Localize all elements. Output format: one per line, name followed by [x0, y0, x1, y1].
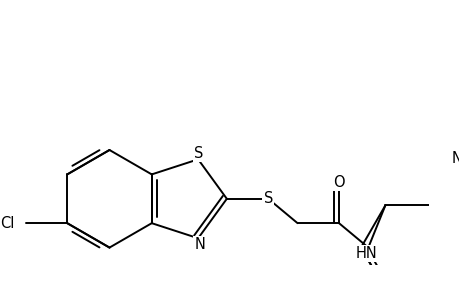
Text: HN: HN: [355, 246, 376, 261]
Text: Cl: Cl: [0, 216, 14, 231]
Text: O: O: [332, 175, 344, 190]
Text: N: N: [451, 151, 459, 166]
Text: N: N: [194, 237, 205, 252]
Text: S: S: [263, 191, 272, 206]
Text: S: S: [194, 146, 203, 160]
